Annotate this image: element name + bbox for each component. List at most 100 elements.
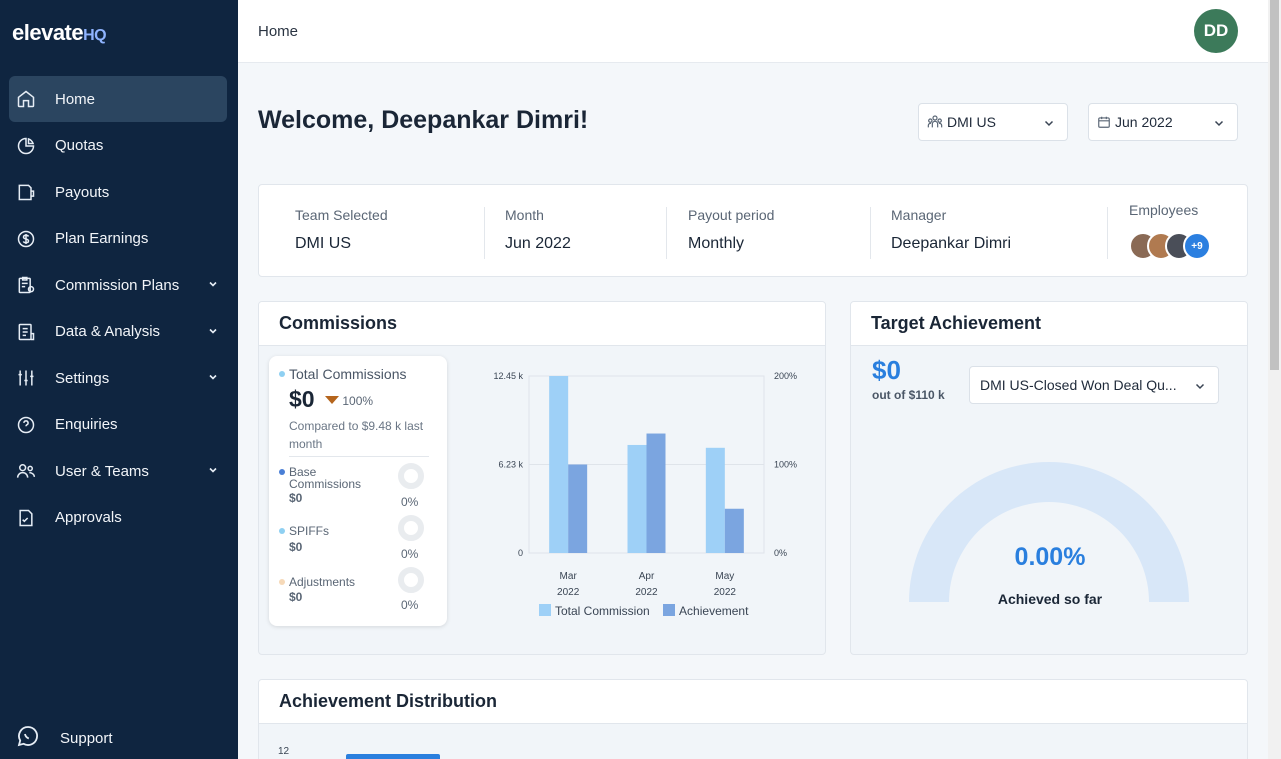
y-tick-label: 12: [278, 746, 290, 757]
team-selected-field: Team Selected DMI US: [295, 207, 388, 252]
divider: [870, 207, 871, 259]
bar-total-commission: [705, 447, 725, 553]
bar-achievement: [646, 433, 666, 553]
x-tick-label: Mar: [560, 571, 578, 582]
divider: [289, 456, 429, 457]
chevron-down-icon: [1043, 116, 1055, 132]
home-icon: [15, 88, 37, 110]
sidebar-item-commission-plans[interactable]: Commission Plans: [9, 262, 227, 308]
page-title: Welcome, Deepankar Dimri!: [258, 106, 589, 134]
legend-dot: [279, 371, 285, 377]
wallet-icon: [15, 181, 37, 203]
employees-more-badge[interactable]: +9: [1183, 232, 1211, 260]
donut-ring: [398, 463, 424, 489]
month-field: Month Jun 2022: [505, 207, 571, 252]
sidebar-item-user-teams[interactable]: User & Teams: [9, 448, 227, 494]
sidebar: elevateHQ Home Quotas Payouts Plan Earni…: [0, 0, 238, 759]
bar-achievement: [724, 508, 744, 553]
sidebar-item-plan-earnings[interactable]: Plan Earnings: [9, 216, 227, 262]
legend-total-commission[interactable]: Total Commission: [539, 604, 650, 618]
sidebar-item-data-analysis[interactable]: Data & Analysis: [9, 309, 227, 355]
sidebar-item-label: Quotas: [55, 137, 104, 154]
target-out-of: out of $110 k: [872, 388, 945, 402]
logo[interactable]: elevateHQ: [12, 20, 107, 45]
change-percent: 100%: [342, 394, 374, 408]
quota-select[interactable]: DMI US-Closed Won Deal Qu...: [969, 366, 1219, 404]
distribution-bar[interactable]: [346, 754, 440, 759]
target-amount: $0: [872, 355, 901, 385]
bar-achievement: [568, 464, 588, 553]
total-commissions-value: $0: [289, 386, 315, 412]
calendar-icon: [1097, 115, 1111, 129]
chevron-down-icon: [207, 370, 219, 388]
sidebar-item-label: Settings: [55, 369, 110, 387]
divider: [666, 207, 667, 259]
sidebar-item-label: Approvals: [55, 509, 122, 526]
achievement-distribution-card: Achievement Distribution 12: [258, 679, 1248, 759]
y-tick-label: 12.45 k: [493, 371, 523, 381]
sidebar-item-home[interactable]: Home: [9, 76, 227, 122]
y2-tick-label: 0%: [774, 548, 787, 558]
spiffs-item: SPIFFs $0: [279, 524, 399, 554]
commissions-card: Commissions Total Commissions $0 100% Co…: [258, 301, 826, 655]
achievement-percent: 0.00%: [1014, 543, 1086, 571]
sidebar-item-settings[interactable]: Settings: [9, 355, 227, 401]
employees-field: Employees: [1129, 202, 1199, 218]
sidebar-item-quotas[interactable]: Quotas: [9, 123, 227, 169]
divider: [484, 207, 485, 259]
chevron-down-icon: [207, 324, 219, 342]
sliders-icon: [15, 367, 37, 389]
scrollbar-thumb[interactable]: [1270, 0, 1279, 370]
team-info-card: Team Selected DMI US Month Jun 2022 Payo…: [258, 184, 1248, 277]
support-link[interactable]: Support: [16, 724, 113, 753]
chart-legend: Total Commission Achievement: [539, 604, 748, 618]
commission-bar-chart: 0 6.23 k 12.45 k 0% 100% 200% Mar 2022 Apr 2022 Ma…: [493, 371, 797, 598]
sidebar-item-label: User & Teams: [55, 462, 149, 480]
dollar-circle-icon: [15, 228, 37, 250]
x-tick-label: 2022: [635, 587, 658, 598]
adjustments-item: Adjustments $0: [279, 575, 399, 604]
achieved-label: Achieved so far: [997, 591, 1103, 607]
sidebar-item-label: Home: [55, 90, 96, 108]
sidebar-item-enquiries[interactable]: Enquiries: [9, 402, 227, 448]
base-commissions-item: Base Commissions $0: [279, 466, 399, 504]
help-circle-icon: [15, 414, 37, 436]
report-icon: [15, 321, 37, 343]
donut-ring: [398, 515, 424, 541]
compare-text: Compared to $9.48 k last month: [289, 419, 424, 451]
bar-total-commission: [549, 376, 569, 553]
breadcrumb[interactable]: Home: [258, 23, 299, 40]
x-tick-label: Apr: [639, 571, 655, 582]
team-select[interactable]: DMI US: [918, 103, 1068, 141]
scrollbar[interactable]: [1268, 0, 1281, 759]
x-tick-label: 2022: [714, 587, 737, 598]
y-tick-label: 0: [518, 548, 523, 558]
avatar[interactable]: DD: [1194, 9, 1238, 53]
month-select[interactable]: Jun 2022: [1088, 103, 1238, 141]
sidebar-item-label: Commission Plans: [55, 276, 180, 294]
donut-ring: [398, 567, 424, 593]
approval-icon: [15, 507, 37, 529]
target-achievement-card: Target Achievement $0 out of $110 k DMI …: [850, 301, 1248, 655]
month-select-value: Jun 2022: [1115, 114, 1173, 130]
y2-tick-label: 100%: [774, 460, 797, 470]
card-title: Target Achievement: [851, 302, 1247, 346]
down-triangle-icon: [325, 396, 339, 404]
chevron-down-icon: [1194, 379, 1206, 395]
y2-tick-label: 200%: [774, 371, 797, 381]
sidebar-item-label: Data & Analysis: [55, 323, 161, 340]
chevron-down-icon: [207, 277, 219, 295]
pie-chart-icon: [15, 135, 37, 157]
card-title: Commissions: [259, 302, 825, 346]
clipboard-icon: [15, 274, 37, 296]
top-bar: Home DD: [238, 0, 1268, 63]
x-tick-label: 2022: [557, 587, 580, 598]
sidebar-item-payouts[interactable]: Payouts: [9, 169, 227, 215]
sidebar-nav: Home Quotas Payouts Plan Earnings Commis…: [9, 76, 227, 541]
users-icon: [15, 460, 37, 482]
chevron-down-icon: [207, 463, 219, 481]
chevron-down-icon: [1213, 116, 1225, 132]
sidebar-item-approvals[interactable]: Approvals: [9, 495, 227, 541]
chat-icon: [16, 724, 40, 753]
legend-achievement[interactable]: Achievement: [663, 604, 748, 618]
